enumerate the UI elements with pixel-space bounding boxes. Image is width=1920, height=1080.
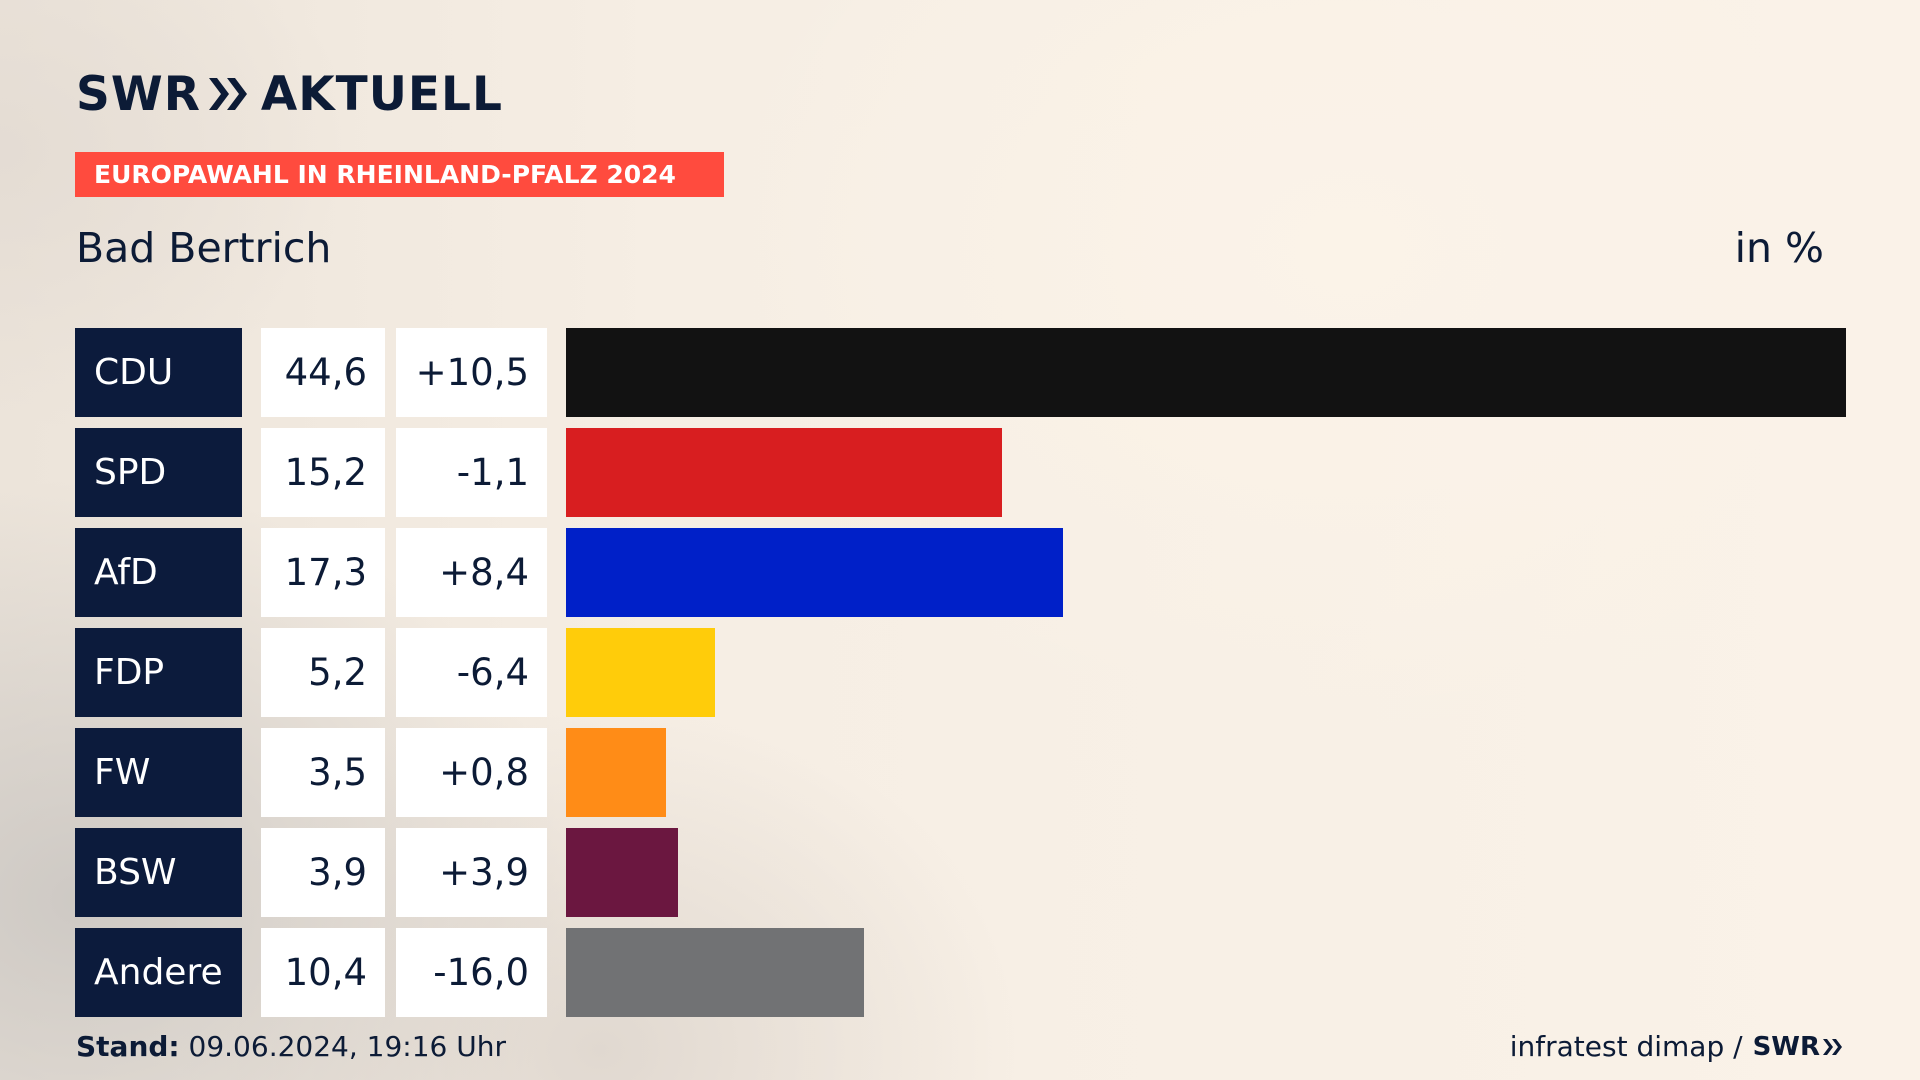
diff-label: -16,0 xyxy=(396,928,547,1017)
party-label: FDP xyxy=(75,628,242,717)
party-label: CDU xyxy=(75,328,242,417)
logo-aktuell-text: AKTUELL xyxy=(260,66,503,122)
diff-label: +8,4 xyxy=(396,528,547,617)
result-row: SPD 15,2 -1,1 xyxy=(75,428,1845,517)
diff-label: -6,4 xyxy=(396,628,547,717)
stand-value: 09.06.2024, 19:16 Uhr xyxy=(188,1030,506,1063)
value-label: 44,6 xyxy=(261,328,385,417)
party-label: AfD xyxy=(75,528,242,617)
diff-label: +10,5 xyxy=(396,328,547,417)
bar xyxy=(566,928,864,1017)
bar xyxy=(566,628,715,717)
source-text: infratest dimap / xyxy=(1509,1030,1743,1063)
diff-label: +3,9 xyxy=(396,828,547,917)
value-label: 15,2 xyxy=(261,428,385,517)
value-label: 5,2 xyxy=(261,628,385,717)
party-label: Andere xyxy=(75,928,242,1017)
swr-aktuell-logo: SWR AKTUELL xyxy=(76,64,503,124)
double-chevron-icon xyxy=(1823,1039,1842,1055)
source-swr-text: SWR xyxy=(1752,1032,1820,1062)
result-row: Andere 10,4 -16,0 xyxy=(75,928,1845,1017)
value-label: 10,4 xyxy=(261,928,385,1017)
diff-label: -1,1 xyxy=(396,428,547,517)
party-label: BSW xyxy=(75,828,242,917)
value-label: 3,9 xyxy=(261,828,385,917)
stand-label: Stand: xyxy=(76,1030,180,1063)
chart-title: Bad Bertrich xyxy=(76,224,332,272)
double-chevron-icon xyxy=(208,78,247,110)
party-label: FW xyxy=(75,728,242,817)
logo-swr-text: SWR xyxy=(76,66,201,122)
diff-label: +0,8 xyxy=(396,728,547,817)
bar xyxy=(566,528,1063,617)
result-row: AfD 17,3 +8,4 xyxy=(75,528,1845,617)
election-tag: EUROPAWAHL IN RHEINLAND-PFALZ 2024 xyxy=(75,152,724,197)
unit-label: in % xyxy=(1734,224,1824,272)
bar xyxy=(566,428,1002,517)
result-row: FDP 5,2 -6,4 xyxy=(75,628,1845,717)
value-label: 17,3 xyxy=(261,528,385,617)
bar xyxy=(566,328,1846,417)
value-label: 3,5 xyxy=(261,728,385,817)
bar xyxy=(566,728,666,817)
result-row: FW 3,5 +0,8 xyxy=(75,728,1845,817)
bar xyxy=(566,828,678,917)
timestamp: Stand: 09.06.2024, 19:16 Uhr xyxy=(76,1030,506,1064)
source-swr-logo: SWR xyxy=(1753,1030,1844,1064)
result-row: CDU 44,6 +10,5 xyxy=(75,328,1846,417)
result-row: BSW 3,9 +3,9 xyxy=(75,828,1845,917)
source: infratest dimap / SWR xyxy=(1510,1030,1844,1064)
party-label: SPD xyxy=(75,428,242,517)
